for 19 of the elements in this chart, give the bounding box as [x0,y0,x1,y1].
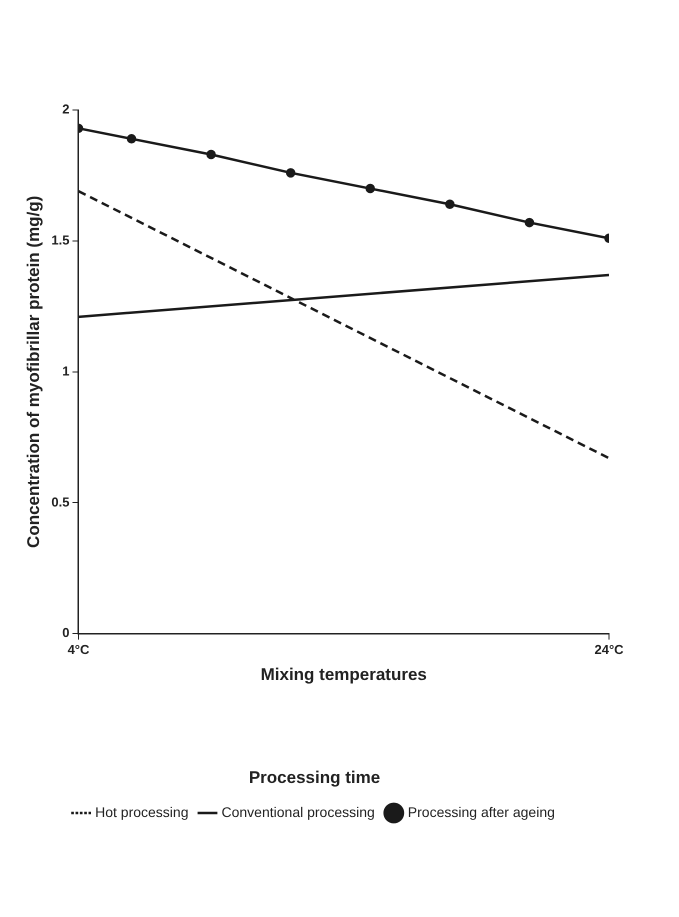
point [286,168,296,178]
x-axis-title: Mixing temperatures [260,665,427,684]
y-axis-title: Concentration of myofibrillar protein (mg/g) [24,196,43,548]
legend-label: Hot processing [95,804,188,820]
x-tick-label: 24°C [594,642,624,657]
point [445,200,455,209]
point [366,184,376,194]
y-tick-label: 2 [62,102,70,117]
y-tick-label: 0 [62,625,70,640]
point [126,134,136,144]
y-tick-label: 1.5 [51,232,70,248]
legend-label: Processing after ageing [408,804,555,820]
legend-label: Conventional processing [221,804,375,820]
point [524,218,534,228]
y-tick-label: 0.5 [51,494,70,510]
x-tick-label: 4°C [68,642,90,657]
y-tick-label: 1 [62,363,70,378]
point [206,150,216,160]
legend-title: Processing time [248,768,380,787]
